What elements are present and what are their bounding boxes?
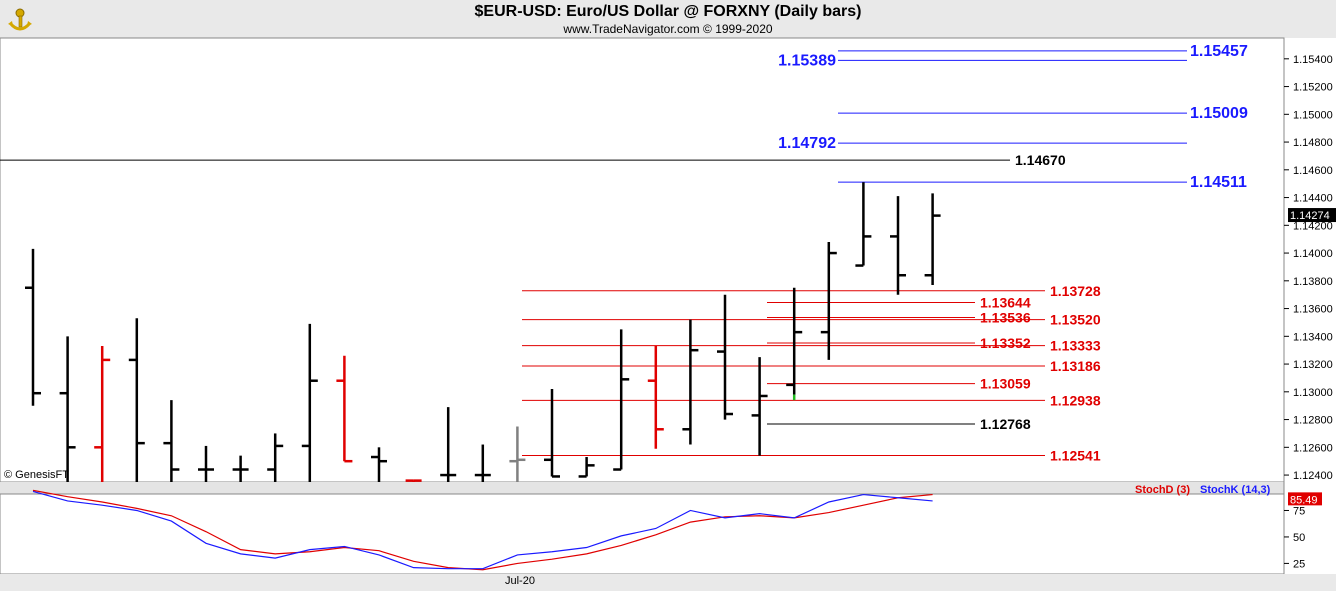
price-tick-label: 1.12800 <box>1293 415 1333 427</box>
panel-separator <box>0 482 1284 494</box>
stoch-line-red <box>32 489 933 571</box>
level-label: 1.13728 <box>1050 283 1101 299</box>
stoch-line-blue <box>32 490 933 570</box>
level-label: 1.14511 <box>1190 174 1247 191</box>
last-price-box <box>1288 208 1336 223</box>
level-label: 1.15009 <box>1190 105 1248 122</box>
x-axis-label: Jul-20 <box>505 575 535 587</box>
chart-title: $EUR-USD: Euro/US Dollar @ FORXNY (Daily… <box>474 3 862 20</box>
footer-bar <box>0 574 1336 591</box>
stoch-last-label: 85.49 <box>1290 494 1318 506</box>
price-tick-label: 1.14800 <box>1293 137 1333 149</box>
stochastic-panel <box>0 493 1285 575</box>
genesisft-watermark: © GenesisFT <box>4 469 69 481</box>
price-tick-label: 1.13200 <box>1293 359 1333 371</box>
price-tick-label: 1.12600 <box>1293 442 1333 454</box>
price-tick-label: 1.15000 <box>1293 109 1333 121</box>
level-label: 1.15389 <box>778 52 836 69</box>
level-label: 1.12938 <box>1050 392 1101 408</box>
stoch-legend-label: StochK (14,3) <box>1200 484 1271 496</box>
price-tick-label: 1.14400 <box>1293 193 1333 205</box>
chart-subtitle: www.TradeNavigator.com © 1999-2020 <box>563 22 773 36</box>
price-tick-label: 1.12400 <box>1293 470 1333 482</box>
level-label: 1.15457 <box>1190 43 1248 60</box>
level-label: 1.13352 <box>980 335 1031 351</box>
price-tick-label: 1.15200 <box>1293 82 1333 94</box>
stoch-tick-label: 50 <box>1293 532 1305 544</box>
price-tick-label: 1.14200 <box>1293 220 1333 232</box>
level-label: 1.13536 <box>980 309 1031 325</box>
last-price-label: 1.14274 <box>1290 210 1330 222</box>
price-tick-label: 1.14000 <box>1293 248 1333 260</box>
price-tick-label: 1.13800 <box>1293 276 1333 288</box>
price-panel <box>0 37 1285 483</box>
level-label: 1.14792 <box>778 135 836 152</box>
price-tick-label: 1.14600 <box>1293 165 1333 177</box>
level-label: 1.13333 <box>1050 338 1101 354</box>
stoch-last-box <box>1288 492 1322 506</box>
chart-header: $EUR-USD: Euro/US Dollar @ FORXNY (Daily… <box>0 0 1336 38</box>
level-label: 1.13644 <box>980 294 1031 310</box>
level-label: 1.12541 <box>1050 447 1101 463</box>
stoch-legend-label: StochD (3) <box>1135 484 1190 496</box>
price-tick-label: 1.13000 <box>1293 387 1333 399</box>
level-label: 1.13186 <box>1050 358 1101 374</box>
price-tick-label: 1.13400 <box>1293 331 1333 343</box>
stoch-tick-label: 25 <box>1293 558 1305 570</box>
stoch-tick-label: 75 <box>1293 505 1305 517</box>
price-tick-label: 1.13600 <box>1293 304 1333 316</box>
level-label: 1.12768 <box>980 416 1031 432</box>
trade-navigator-logo-icon <box>4 3 36 35</box>
price-tick-label: 1.15400 <box>1293 54 1333 66</box>
level-label: 1.13059 <box>980 376 1031 392</box>
level-label: 1.13520 <box>1050 312 1101 328</box>
level-label: 1.14670 <box>1015 152 1066 168</box>
